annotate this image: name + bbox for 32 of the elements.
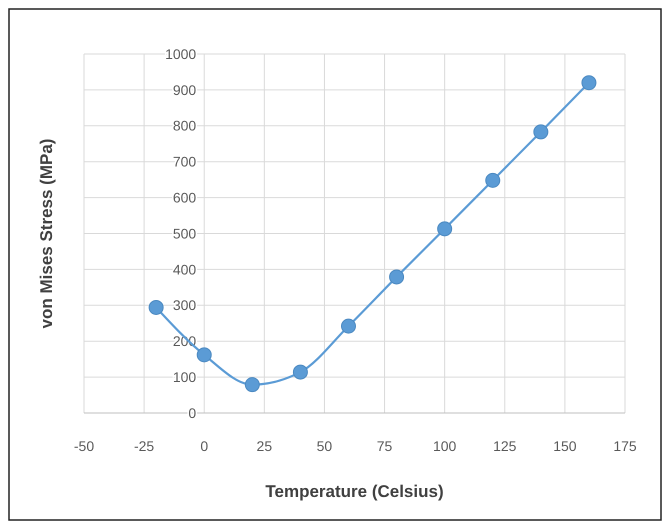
- x-axis-title: Temperature (Celsius): [265, 482, 444, 501]
- point: [244, 377, 260, 392]
- y-tick-label: 100: [172, 369, 196, 385]
- y-tick-label: 500: [172, 225, 196, 242]
- y-tick-label: 300: [172, 297, 196, 314]
- x-tick-label: 50: [316, 438, 332, 454]
- point: [340, 318, 356, 334]
- point: [533, 124, 548, 140]
- point: [196, 347, 212, 362]
- y-tick-label: 800: [172, 118, 196, 134]
- x-tick-label: 125: [493, 438, 517, 454]
- x-tick-label: -25: [134, 438, 154, 454]
- point: [485, 172, 500, 188]
- x-tick-label: 0: [200, 438, 208, 454]
- x-tick-label: 150: [553, 438, 577, 454]
- y-tick-label: 600: [172, 190, 196, 206]
- y-tick-label: 1000: [165, 46, 196, 62]
- y-tick-label: 900: [172, 82, 196, 98]
- x-tick-label: 75: [376, 438, 393, 454]
- y-tick-label: 400: [172, 261, 196, 278]
- point: [148, 300, 164, 315]
- x-tick-label: 25: [256, 438, 272, 454]
- y-axis-title: von Mises Stress (MPa): [37, 138, 56, 328]
- point: [389, 269, 404, 284]
- x-tick-label: 175: [613, 438, 637, 454]
- point: [437, 221, 452, 236]
- point: [292, 364, 308, 380]
- x-tick-label: 100: [432, 438, 457, 454]
- x-tick-label: -50: [74, 438, 94, 454]
- point: [581, 75, 596, 90]
- y-tick-label: 700: [172, 154, 196, 170]
- y-tick-label: 0: [188, 404, 196, 421]
